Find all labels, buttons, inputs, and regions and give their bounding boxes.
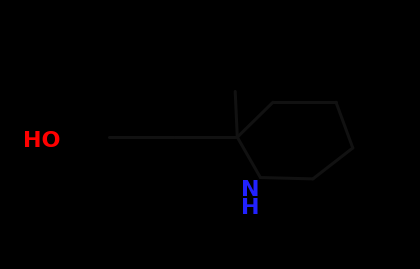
Text: N: N [241, 180, 259, 200]
Text: H: H [241, 199, 259, 218]
Text: HO: HO [23, 131, 60, 151]
